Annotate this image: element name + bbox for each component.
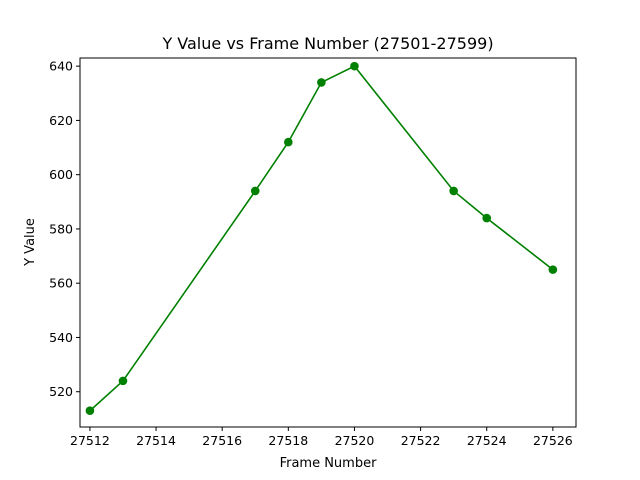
data-point xyxy=(449,186,458,196)
y-axis-label: Y Value xyxy=(23,218,38,267)
data-point xyxy=(250,186,260,196)
data-point xyxy=(284,137,293,147)
x-tick-label: 27516 xyxy=(202,433,242,448)
x-tick-label: 27512 xyxy=(70,433,110,448)
x-tick-label: 27526 xyxy=(533,433,573,448)
x-axis: 27512 27514 27516 27518 27520 27522 27524 27526 xyxy=(70,427,573,448)
y-axis: 520 540 560 580 600 620 640 xyxy=(49,59,80,399)
y-tick-label: 580 xyxy=(49,221,73,236)
y-tick-label: 560 xyxy=(49,276,73,291)
x-tick-label: 27522 xyxy=(401,433,441,448)
chart-title: Y Value vs Frame Number (27501-27599) xyxy=(161,34,493,53)
data-point xyxy=(482,213,492,223)
y-tick-label: 540 xyxy=(49,330,73,345)
x-tick-label: 27514 xyxy=(136,433,176,448)
series-line xyxy=(89,65,554,412)
data-point xyxy=(85,406,95,416)
y-tick-label: 640 xyxy=(49,59,73,74)
y-tick-label: 620 xyxy=(49,113,73,128)
data-point xyxy=(548,265,558,274)
y-tick-label: 520 xyxy=(49,384,73,399)
data-point xyxy=(350,61,359,71)
data-point xyxy=(118,376,128,386)
data-point xyxy=(317,78,326,87)
plot-frame xyxy=(79,57,577,428)
plot-area xyxy=(79,57,577,428)
x-tick-label: 27520 xyxy=(335,433,375,448)
x-axis-label: Frame Number xyxy=(280,456,378,471)
x-tick-label: 27518 xyxy=(268,433,308,448)
y-tick-label: 600 xyxy=(49,167,73,182)
series-layer xyxy=(85,61,558,416)
x-tick-label: 27524 xyxy=(467,433,507,448)
